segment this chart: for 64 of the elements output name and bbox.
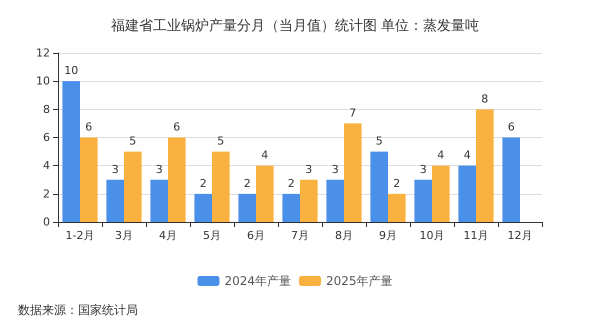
y-tick-label: 4 [43, 159, 50, 172]
bar [432, 166, 450, 222]
bar [80, 138, 98, 222]
y-tick-label: 6 [43, 131, 50, 144]
bar [476, 109, 494, 222]
data-label: 4 [437, 148, 444, 162]
y-tick-label: 2 [43, 187, 50, 200]
data-label: 3 [420, 162, 427, 176]
data-label: 4 [261, 148, 268, 162]
data-label: 3 [305, 162, 312, 176]
data-label: 2 [200, 176, 207, 190]
x-tick-label: 12月 [508, 229, 532, 242]
bar [388, 194, 406, 222]
data-label: 2 [393, 176, 400, 190]
data-label: 5 [376, 134, 383, 148]
chart-title: 福建省工业锅炉产量分月（当月值）统计图 单位：蒸发量吨 [110, 18, 480, 34]
x-tick-label: 9月 [379, 229, 397, 242]
legend-label: 2024年产量 [224, 274, 292, 288]
data-label: 3 [112, 162, 119, 176]
bar [300, 180, 318, 222]
x-tick-label: 10月 [420, 229, 444, 242]
x-tick-label: 3月 [115, 229, 133, 242]
y-tick-label: 8 [43, 102, 50, 116]
bar [150, 180, 168, 222]
bar [502, 138, 520, 222]
data-label: 6 [85, 120, 92, 134]
bar [62, 81, 80, 222]
bar [326, 180, 344, 222]
bar [458, 166, 476, 222]
bar [168, 138, 186, 222]
source-note: 数据来源：国家统计局 [18, 303, 138, 317]
bar [194, 194, 212, 222]
data-label: 2 [288, 176, 295, 190]
x-tick-label: 1-2月 [66, 229, 94, 242]
bar [212, 152, 230, 222]
y-tick-label: 12 [36, 46, 50, 60]
bar [256, 166, 274, 222]
bar [238, 194, 256, 222]
x-tick-label: 5月 [203, 229, 221, 242]
data-label: 2 [244, 176, 251, 190]
bar [282, 194, 300, 222]
x-tick-label: 11月 [464, 229, 488, 242]
x-tick-label: 6月 [247, 229, 265, 242]
bar [106, 180, 124, 222]
x-tick-label: 8月 [335, 229, 353, 242]
data-label: 5 [129, 134, 136, 148]
data-label: 3 [332, 162, 339, 176]
x-tick-label: 7月 [291, 229, 309, 242]
data-label: 6 [508, 120, 515, 134]
y-tick-label: 0 [43, 216, 50, 228]
bar [370, 152, 388, 222]
data-label: 3 [156, 162, 163, 176]
legend-label: 2025年产量 [326, 274, 393, 288]
data-label: 7 [349, 106, 356, 120]
y-tick-label: 10 [36, 74, 50, 88]
bar [414, 180, 432, 222]
data-label: 6 [173, 120, 180, 134]
data-label: 5 [217, 134, 224, 148]
data-label: 4 [464, 148, 471, 162]
data-label: 10 [64, 64, 78, 78]
x-tick-label: 4月 [159, 229, 177, 242]
data-label: 8 [481, 92, 488, 106]
bar [344, 123, 362, 222]
bar [124, 152, 142, 222]
